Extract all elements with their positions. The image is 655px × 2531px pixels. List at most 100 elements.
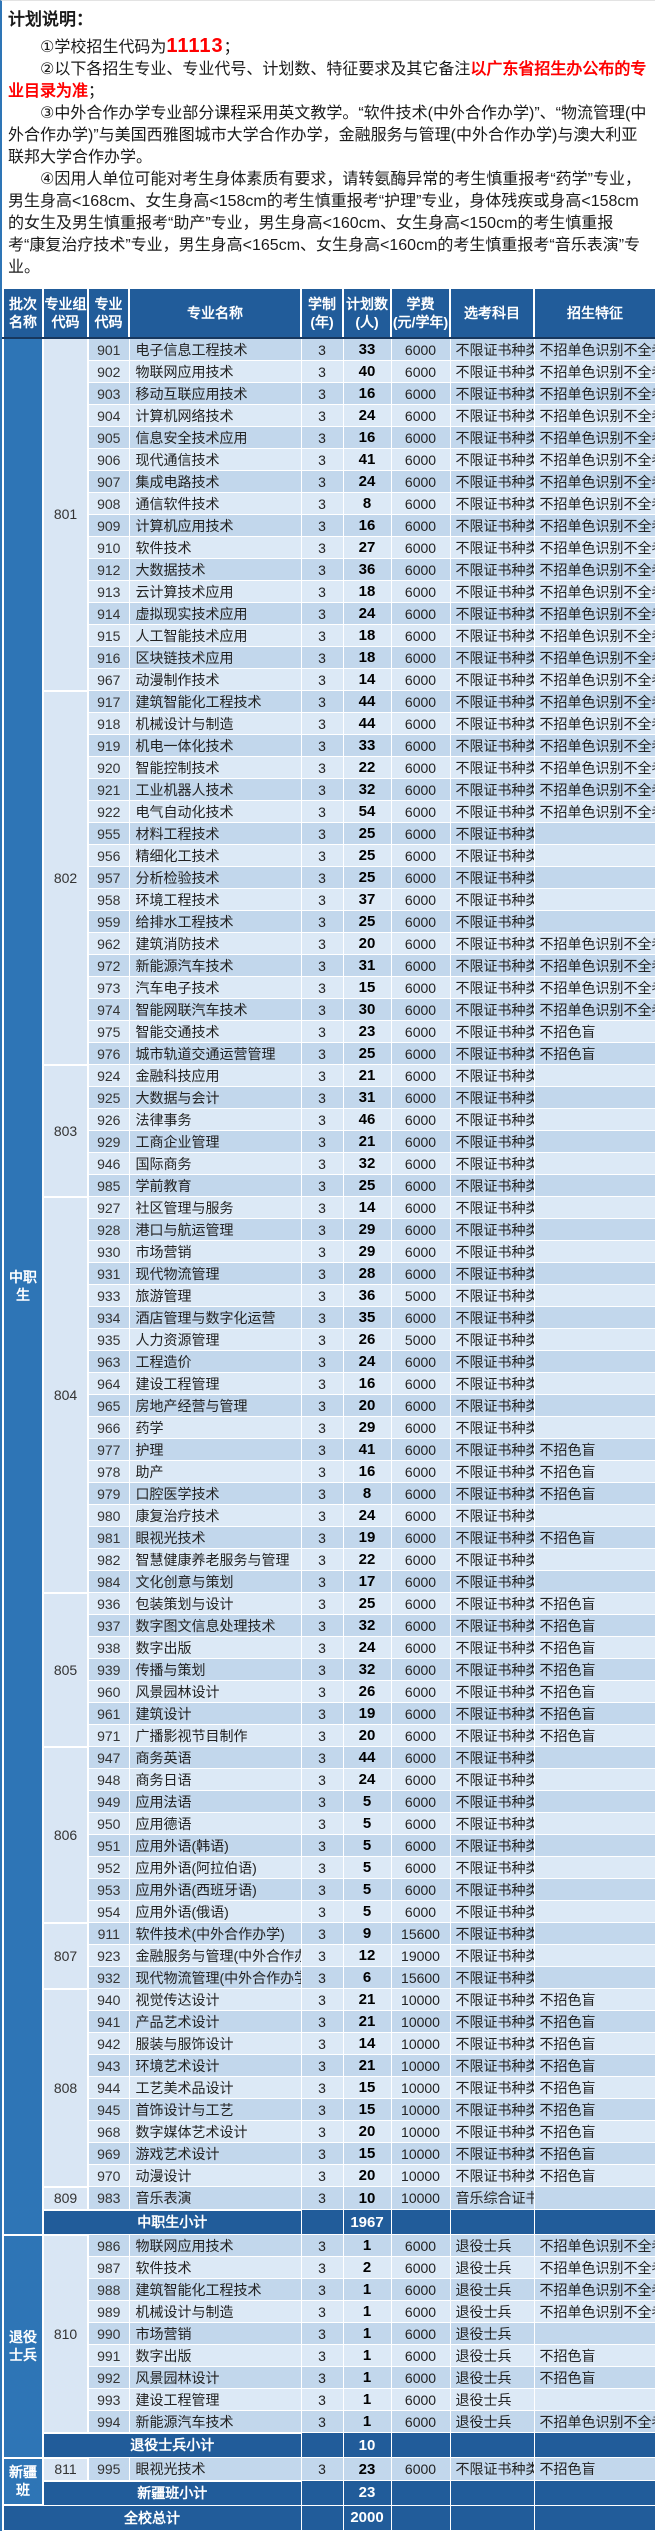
table-row: 945 首饰设计与工艺 3 15 10000 不限证书种类 不招色盲 [3, 2098, 655, 2121]
cell-plan-count: 9 [342, 1922, 392, 1945]
cell-feature [533, 910, 655, 933]
table-row: 942 服装与服饰设计 3 14 10000 不限证书种类 不招色盲 [3, 2032, 655, 2055]
cell-tuition: 6000 [390, 1790, 451, 1813]
cell-feature: 不招单色识别不全者 [533, 2256, 655, 2279]
cell-years: 3 [300, 1548, 344, 1571]
cell-exam-subject: 不限证书种类 [449, 1526, 535, 1549]
cell-years: 3 [300, 2388, 344, 2411]
total-plan-count: 2000 [342, 2504, 392, 2531]
cell-group-code: 804 [42, 1195, 89, 1594]
cell-major-name: 现代物流管理 [128, 1262, 302, 1285]
notes-items: ①学校招生代码为11113； ②以下各招生专业、专业代号、计划数、特征要求及其它备… [8, 35, 649, 279]
cell-major-code: 945 [87, 2098, 130, 2121]
cell-major-code: 972 [87, 954, 130, 977]
cell-feature: 不招色盲 [533, 1680, 655, 1703]
table-row: 938 数字出版 3 24 6000 不限证书种类 不招色盲 [3, 1636, 655, 1659]
cell-exam-subject: 不限证书种类 [449, 1174, 535, 1197]
cell-tuition: 6000 [390, 1042, 451, 1065]
cell-exam-subject: 退役士兵 [449, 2278, 535, 2301]
cell-major-name: 区块链技术应用 [128, 646, 302, 669]
cell-exam-subject: 不限证书种类 [449, 1306, 535, 1329]
cell-exam-subject: 不限证书种类 [449, 1240, 535, 1263]
cell-tuition: 6000 [390, 800, 451, 823]
batch-name-cell: 新疆班 [2, 2456, 44, 2506]
cell-exam-subject: 不限证书种类 [449, 514, 535, 537]
cell-exam-subject: 不限证书种类 [449, 558, 535, 581]
cell-tuition: 6000 [390, 2322, 451, 2345]
plan-table-body: 中职生 801 901 电子信息工程技术 3 33 6000 不限证书种类 不招单色识别不全者 9… [2, 337, 655, 2531]
table-row: 987 软件技术 3 2 6000 退役士兵 不招单色识别不全者 [3, 2256, 655, 2279]
cell-plan-count: 1 [342, 2234, 392, 2257]
cell-feature [533, 2186, 655, 2210]
total-years-cell [300, 2504, 344, 2531]
cell-tuition: 15600 [390, 1966, 451, 1989]
cell-major-name: 工程造价 [128, 1350, 302, 1373]
cell-exam-subject: 不限证书种类 [449, 2120, 535, 2143]
cell-major-code: 956 [87, 844, 130, 867]
cell-plan-count: 21 [342, 1130, 392, 1153]
table-row: 944 工艺美术品设计 3 15 10000 不限证书种类 不招色盲 [3, 2076, 655, 2099]
cell-years: 3 [300, 998, 344, 1021]
cell-feature: 不招色盲 [533, 1438, 655, 1461]
cell-major-code: 918 [87, 712, 130, 735]
cell-exam-subject: 不限证书种类 [449, 1636, 535, 1659]
table-row: 915 人工智能技术应用 3 18 6000 不限证书种类 不招单色识别不全者 [3, 624, 655, 647]
cell-years: 3 [300, 2010, 344, 2033]
cell-major-code: 932 [87, 1966, 130, 1989]
cell-plan-count: 18 [342, 624, 392, 647]
note-text: ④因用人单位可能对考生身体素质有要求，请转氨酶异常的考生慎重报考“药学”专业，男… [8, 171, 642, 276]
table-row: 904 计算机网络技术 3 24 6000 不限证书种类 不招单色识别不全者 [3, 404, 655, 427]
cell-exam-subject: 不限证书种类 [449, 1482, 535, 1505]
cell-feature [533, 1108, 655, 1131]
cell-plan-count: 20 [342, 1724, 392, 1747]
cell-major-code: 911 [87, 1922, 130, 1945]
cell-exam-subject: 不限证书种类 [449, 866, 535, 889]
table-row: 984 文化创意与策划 3 17 6000 不限证书种类 [3, 1570, 655, 1593]
cell-feature: 不招单色识别不全者 [533, 426, 655, 449]
cell-years: 3 [300, 1944, 344, 1967]
cell-years: 3 [300, 1746, 344, 1769]
table-row: 993 建设工程管理 3 1 6000 退役士兵 [3, 2388, 655, 2411]
subtotal-plan-count: 10 [342, 2432, 392, 2458]
cell-major-name: 国际商务 [128, 1152, 302, 1175]
cell-years: 3 [300, 2256, 344, 2279]
cell-tuition: 6000 [390, 1130, 451, 1153]
cell-tuition: 6000 [390, 1372, 451, 1395]
cell-tuition: 6000 [390, 536, 451, 559]
table-row: 991 数字出版 3 1 6000 退役士兵 不招色盲 [3, 2344, 655, 2367]
cell-exam-subject: 不限证书种类 [449, 360, 535, 383]
cell-plan-count: 1 [342, 2344, 392, 2367]
cell-group-code: 806 [42, 1745, 89, 1924]
cell-exam-subject: 不限证书种类 [449, 536, 535, 559]
table-row: 989 机械设计与制造 3 1 6000 退役士兵 不招单色识别不全者 [3, 2300, 655, 2323]
cell-feature [533, 1152, 655, 1175]
cell-feature: 不招单色识别不全者 [533, 734, 655, 757]
header-exam-subject: 选考科目 [449, 287, 535, 339]
cell-group-code: 801 [42, 337, 89, 692]
cell-feature [533, 1262, 655, 1285]
cell-years: 3 [300, 1284, 344, 1307]
table-row: 965 房地产经营与管理 3 20 6000 不限证书种类 [3, 1394, 655, 1417]
notes-title: 计划说明： [8, 10, 93, 29]
cell-group-code: 803 [42, 1063, 89, 1198]
cell-major-name: 风景园林设计 [128, 2366, 302, 2389]
cell-years: 3 [300, 2098, 344, 2121]
table-row: 913 云计算技术应用 3 18 6000 不限证书种类 不招单色识别不全者 [3, 580, 655, 603]
cell-feature: 不招色盲 [533, 2142, 655, 2165]
cell-major-code: 968 [87, 2120, 130, 2143]
cell-tuition: 6000 [390, 624, 451, 647]
table-row: 804 927 社区管理与服务 3 14 6000 不限证书种类 [3, 1195, 655, 1594]
cell-tuition: 6000 [390, 470, 451, 493]
note-highlight-text: 11113 [166, 35, 224, 57]
cell-feature [533, 2322, 655, 2345]
note-item: ④因用人单位可能对考生身体素质有要求，请转氨酶异常的考生慎重报考“药学”专业，男… [8, 169, 649, 279]
cell-major-name: 电子信息工程技术 [128, 337, 302, 361]
cell-years: 3 [300, 1438, 344, 1461]
header-major-name: 专业名称 [128, 287, 302, 339]
table-row: 994 新能源汽车技术 3 1 6000 退役士兵 不招单色识别不全者 [3, 2410, 655, 2433]
table-row: 972 新能源汽车技术 3 31 6000 不限证书种类 不招单色识别不全者 [3, 954, 655, 977]
cell-exam-subject: 不限证书种类 [449, 1614, 535, 1637]
cell-feature [533, 822, 655, 845]
cell-exam-subject: 不限证书种类 [449, 1966, 535, 1989]
cell-feature [533, 1196, 655, 1219]
